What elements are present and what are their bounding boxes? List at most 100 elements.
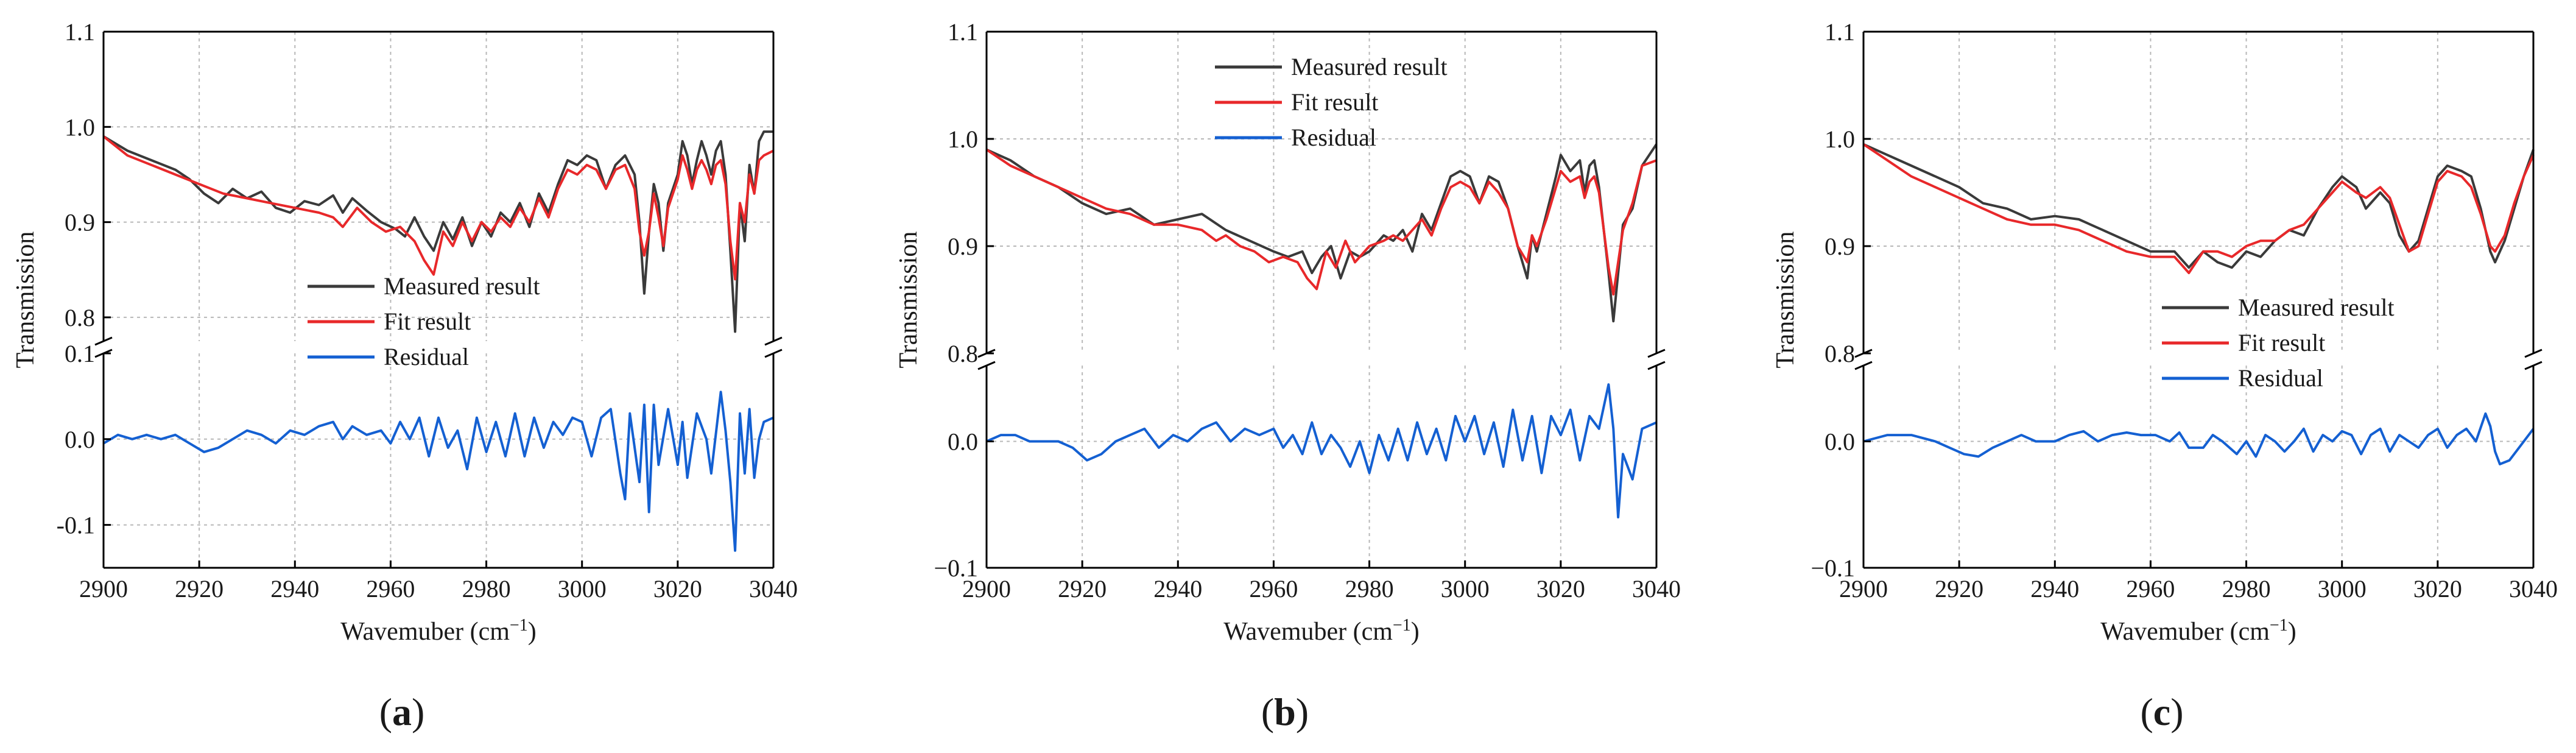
panel-a-y-tick-label-top: 1.0 [65, 113, 95, 141]
panel-a-axis-break-mark [764, 348, 783, 358]
panel-a-x-tick-label: 3040 [749, 575, 798, 603]
panel-c-x-tick-label: 2920 [1935, 575, 1983, 603]
panel-a: 2900 2920 2940 2960 2980 3000 3020 3040 0.8 0.9 1.… [12, 18, 798, 734]
panel-c-x-tick-label: 2980 [2222, 575, 2271, 603]
panel-c-x-label: Wavemuber (cm−1) [2100, 616, 2296, 646]
panel-c-series-fit-result [1862, 143, 2535, 274]
panel-c-plot-area [1863, 32, 2533, 568]
panel-c-series-residual [1863, 412, 2535, 465]
panel-a-series-residual [102, 391, 774, 552]
panel-b: 2900 2920 2940 2960 2980 3000 3020 3040 0.8 0.9 1.… [895, 18, 1681, 734]
panel-c-y-tick-label-top: 1.1 [1825, 18, 1855, 46]
panel-a-x-label: Wavemuber (cm−1) [340, 616, 536, 646]
panel-b-plot-area [987, 32, 1656, 568]
panel-c-label: (c) [2140, 690, 2183, 734]
panel-a-legend-label: Fit result [384, 308, 471, 335]
panel-a-x-tick-label: 2960 [366, 575, 415, 603]
panel-b-legend-label: Fit result [1291, 88, 1378, 116]
panel-b-legend: Measured result Fit result Residual [1215, 53, 1448, 151]
panel-a-x-tick-label: 2940 [270, 575, 319, 603]
panel-c-x-tick-label: 3000 [2318, 575, 2367, 603]
panel-c-legend-label: Fit result [2238, 329, 2325, 356]
panel-c-legend: Measured result Fit result Residual [2162, 294, 2395, 392]
panel-c-x-tick-label: 2940 [2030, 575, 2079, 603]
panel-c-axis-break-mark [2524, 348, 2543, 358]
panel-a-x-tick-label: 2900 [79, 575, 128, 603]
panel-b-y-tick-label-top: 1.0 [948, 125, 978, 153]
panel-b-y-tick-label-bottom: 0.0 [948, 428, 978, 456]
panel-b-x-tick-label: 3040 [1632, 575, 1681, 603]
panel-c-legend-label: Residual [2238, 364, 2323, 392]
panel-b-axis-break-mark [1647, 361, 1666, 370]
panel-b-label: (b) [1261, 690, 1309, 734]
panel-c-axis-break-mark [2524, 361, 2543, 370]
panel-a-grid [104, 32, 773, 568]
panel-c-y-tick-label-bottom: −0.1 [1811, 554, 1855, 582]
panel-b-ticks: 2900 2920 2940 2960 2980 3000 3020 3040 0.8 0.9 1.… [934, 18, 1681, 603]
panel-b-x-tick-label: 2900 [962, 575, 1011, 603]
panel-c-x-tick-label: 3040 [2509, 575, 2558, 603]
panel-a-y-tick-label-bottom: -0.1 [57, 512, 95, 539]
panel-a-x-tick-label: 2920 [175, 575, 223, 603]
panel-b-legend-label: Residual [1291, 124, 1376, 151]
panel-c-x-tick-label: 2900 [1839, 575, 1888, 603]
panel-b-y-tick-label-top: 0.8 [948, 340, 978, 367]
panel-c-y-tick-label-bottom: 0.0 [1825, 428, 1855, 456]
panel-c-x-tick-label: 3020 [2413, 575, 2462, 603]
panel-c-frame [1854, 30, 2543, 569]
panel-b-series-residual [986, 383, 1657, 518]
panel-b-x-tick-label: 2960 [1249, 575, 1298, 603]
panel-c-legend-label: Measured result [2238, 294, 2395, 321]
panel-a-y-tick-label-top: 0.8 [65, 304, 95, 331]
panel-a-series-fit-result [102, 135, 774, 281]
panel-b-x-tick-label: 3000 [1441, 575, 1490, 603]
panel-a-series-measured-result [102, 130, 773, 333]
panel-b-legend-label: Measured result [1291, 53, 1448, 80]
panel-a-y-tick-label-top: 0.9 [65, 209, 95, 236]
panel-c-y-tick-label-top: 0.9 [1825, 233, 1855, 260]
panel-b-grid [987, 32, 1656, 568]
panel-a-axis-break-mark [764, 336, 783, 346]
panel-b-x-tick-label: 2980 [1345, 575, 1394, 603]
panel-c-y-tick-label-top: 1.0 [1825, 125, 1855, 153]
panel-b-x-tick-label: 2940 [1153, 575, 1202, 603]
panel-b-x-tick-label: 2920 [1058, 575, 1107, 603]
panel-a-y-label: Transmission [12, 232, 40, 369]
panel-a-axis-break-mark [94, 336, 113, 346]
panel-a-x-tick-label: 2980 [462, 575, 511, 603]
panel-b-y-tick-label-bottom: −0.1 [934, 554, 978, 582]
panel-a-y-tick-label-bottom: 0.0 [65, 426, 95, 453]
panel-b-axis-break-mark [1647, 348, 1666, 358]
panel-c-ticks: 2900 2920 2940 2960 2980 3000 3020 3040 0.8 0.9 1.… [1811, 18, 2558, 603]
panel-a-y-tick-label-top: 1.1 [65, 18, 95, 46]
panel-a-x-tick-label: 3020 [653, 575, 702, 603]
panel-b-series [985, 143, 1658, 518]
panel-c-series [1862, 143, 2535, 465]
panel-b-series-fit-result [985, 148, 1657, 296]
panel-a-y-tick-label-bottom: 0.1 [65, 340, 95, 367]
panel-c: 2900 2920 2940 2960 2980 3000 3020 3040 0.8 0.9 1.… [1772, 18, 2558, 734]
panel-a-legend: Measured result Fit result Residual [308, 272, 540, 370]
panel-b-x-tick-label: 3020 [1536, 575, 1585, 603]
panel-b-frame [977, 30, 1666, 569]
panel-c-axis-break-mark [1854, 361, 1873, 370]
panel-b-y-tick-label-top: 0.9 [948, 233, 978, 260]
panel-c-y-tick-label-top: 0.8 [1825, 340, 1855, 367]
panel-c-grid [1863, 32, 2533, 568]
panel-b-y-tick-label-top: 1.1 [948, 18, 978, 46]
panel-c-y-label: Transmission [1772, 232, 1800, 369]
panel-a-ticks: 2900 2920 2940 2960 2980 3000 3020 3040 0.8 0.9 1.… [57, 18, 798, 603]
panel-a-legend-label: Measured result [384, 272, 540, 300]
panel-b-y-label: Transmission [895, 232, 923, 369]
panel-a-label: (a) [379, 690, 425, 734]
panel-a-frame [94, 30, 783, 569]
panel-a-x-tick-label: 3000 [558, 575, 607, 603]
panel-c-x-tick-label: 2960 [2126, 575, 2175, 603]
panel-a-legend-label: Residual [384, 343, 469, 370]
panel-c-series-measured-result [1863, 143, 2535, 269]
panel-b-axis-break-mark [977, 361, 996, 370]
panel-a-series [102, 130, 774, 552]
panel-b-x-label: Wavemuber (cm−1) [1223, 616, 1419, 646]
panel-a-plot-area [104, 32, 773, 568]
